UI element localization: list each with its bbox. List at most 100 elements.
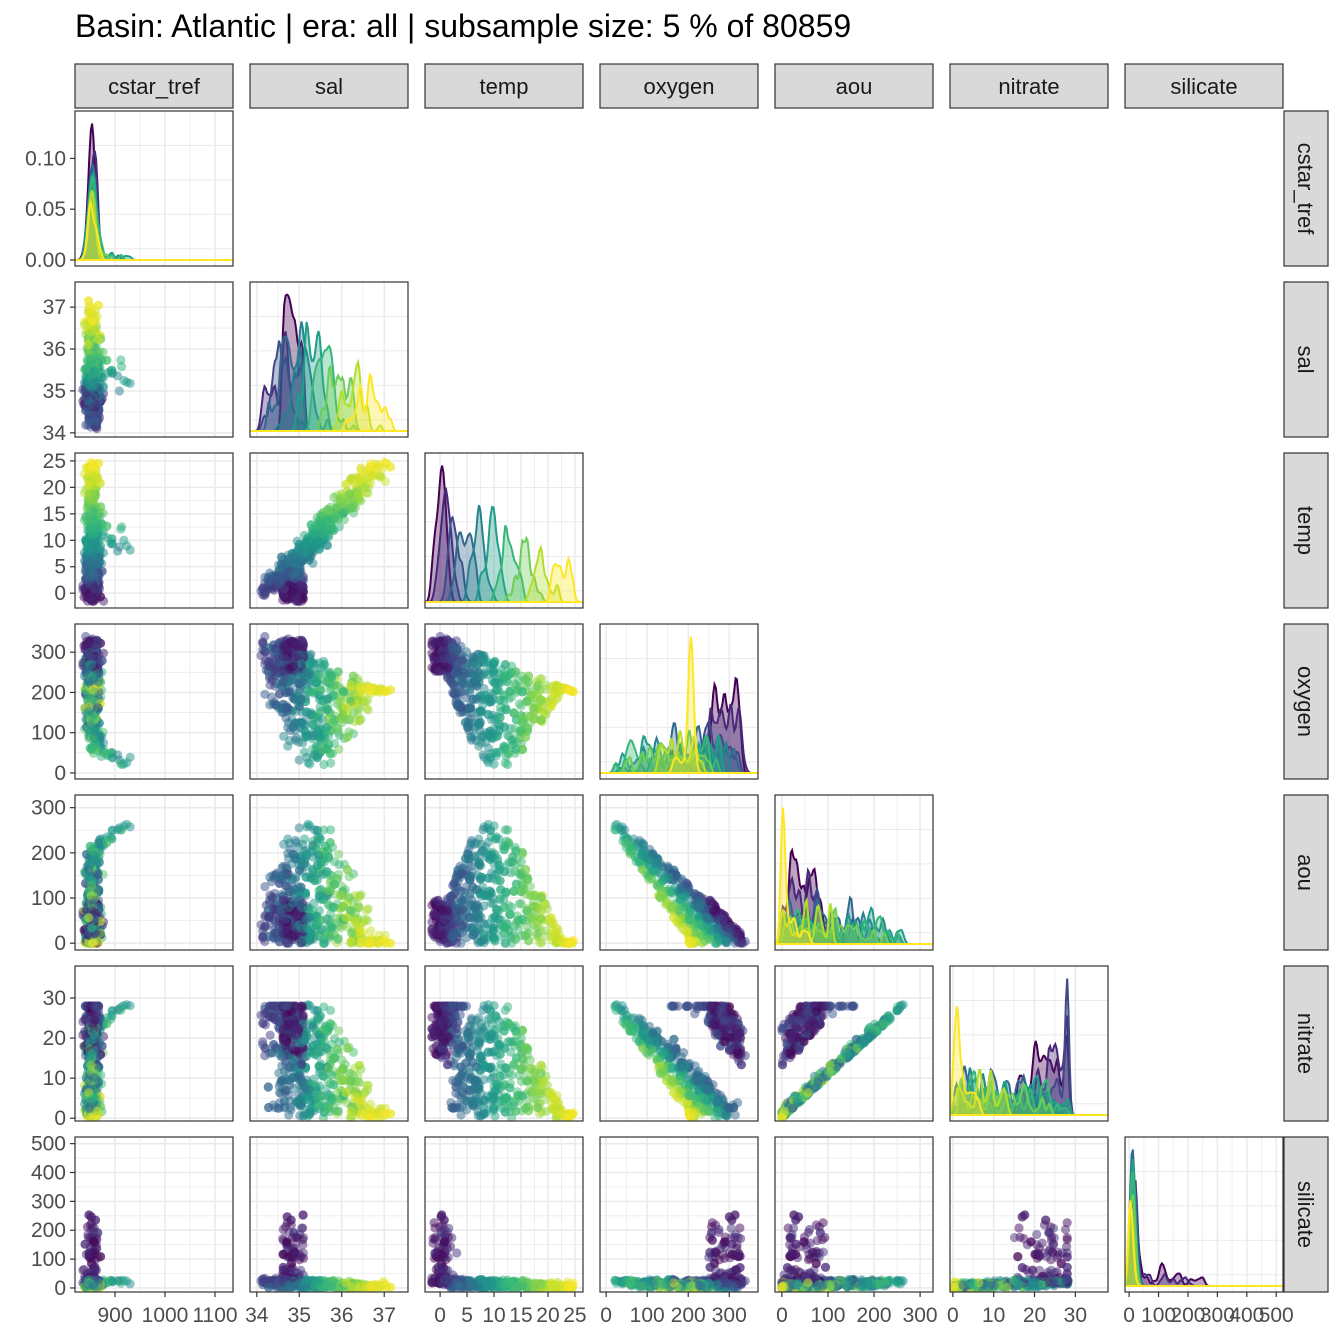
panel-marks (425, 465, 583, 603)
point (297, 659, 307, 669)
point (264, 657, 274, 667)
point (300, 539, 310, 549)
point (89, 507, 99, 518)
panel-border (74, 452, 234, 609)
point (84, 379, 94, 389)
panel-oxygen-vs-temp (424, 623, 584, 780)
point (344, 489, 354, 499)
point (344, 715, 354, 725)
point (381, 458, 391, 468)
point (98, 738, 109, 748)
point (119, 535, 129, 545)
point (463, 718, 474, 728)
point (381, 686, 391, 697)
panel-oxygen-vs-sal (249, 623, 409, 780)
point (509, 708, 519, 718)
point (289, 694, 299, 704)
point (274, 689, 285, 699)
point (125, 545, 135, 555)
point (285, 736, 295, 746)
point (479, 683, 489, 694)
point (495, 695, 505, 705)
point (93, 300, 103, 310)
point (500, 672, 510, 682)
point (335, 714, 346, 724)
point (125, 822, 135, 832)
panel-border (249, 623, 409, 780)
point (327, 672, 337, 682)
point (536, 715, 546, 725)
point (509, 724, 520, 734)
point (366, 478, 376, 488)
point (361, 488, 372, 498)
point (285, 687, 295, 697)
point (284, 676, 294, 686)
point (89, 584, 99, 594)
panel-marks (427, 631, 579, 770)
point (90, 640, 100, 650)
point (476, 738, 486, 748)
point (456, 703, 466, 713)
point (430, 638, 440, 648)
panel-temp-vs-cstar_tref (74, 452, 234, 609)
panel-marks (256, 631, 396, 770)
point (501, 705, 511, 715)
point (511, 667, 521, 677)
point (98, 347, 108, 357)
point (488, 667, 498, 677)
panel-border (74, 110, 234, 267)
point (478, 750, 488, 760)
point (260, 689, 270, 699)
density-curve (250, 372, 408, 432)
point (102, 521, 112, 531)
point (551, 680, 561, 690)
point (84, 707, 94, 717)
panel-border (74, 623, 234, 780)
point (319, 660, 329, 670)
point (375, 472, 385, 482)
point (87, 524, 97, 534)
point (453, 668, 463, 678)
point (374, 462, 384, 472)
panel-oxygen-vs-cstar_tref (74, 623, 234, 780)
point (114, 386, 124, 396)
point (107, 753, 117, 763)
panel-marks (250, 293, 408, 432)
point (84, 296, 94, 306)
point (116, 758, 126, 768)
point (437, 640, 447, 650)
point (333, 514, 343, 524)
point (326, 758, 336, 768)
panel-sal-vs-cstar_tref (74, 281, 234, 438)
point (480, 690, 490, 701)
point (312, 725, 322, 736)
panel-marks (78, 457, 135, 606)
point (500, 758, 510, 768)
point (93, 474, 103, 485)
point (116, 524, 126, 534)
point (494, 725, 504, 736)
point (87, 354, 97, 364)
point (297, 677, 307, 687)
point (514, 699, 525, 709)
point (294, 701, 305, 712)
point (291, 593, 301, 603)
point (322, 744, 333, 755)
point (87, 744, 97, 755)
point (83, 554, 93, 564)
point (88, 462, 98, 472)
point (79, 320, 90, 330)
point (311, 678, 321, 688)
point (457, 656, 467, 666)
point (500, 660, 510, 670)
point (289, 584, 299, 594)
point (462, 647, 472, 657)
point (361, 703, 372, 713)
point (288, 569, 298, 580)
point (474, 720, 484, 730)
point (87, 371, 97, 381)
panel-oxygen-vs-oxygen (599, 623, 759, 780)
chart-title: Basin: Atlantic | era: all | subsample s… (75, 8, 852, 44)
point (485, 726, 495, 736)
